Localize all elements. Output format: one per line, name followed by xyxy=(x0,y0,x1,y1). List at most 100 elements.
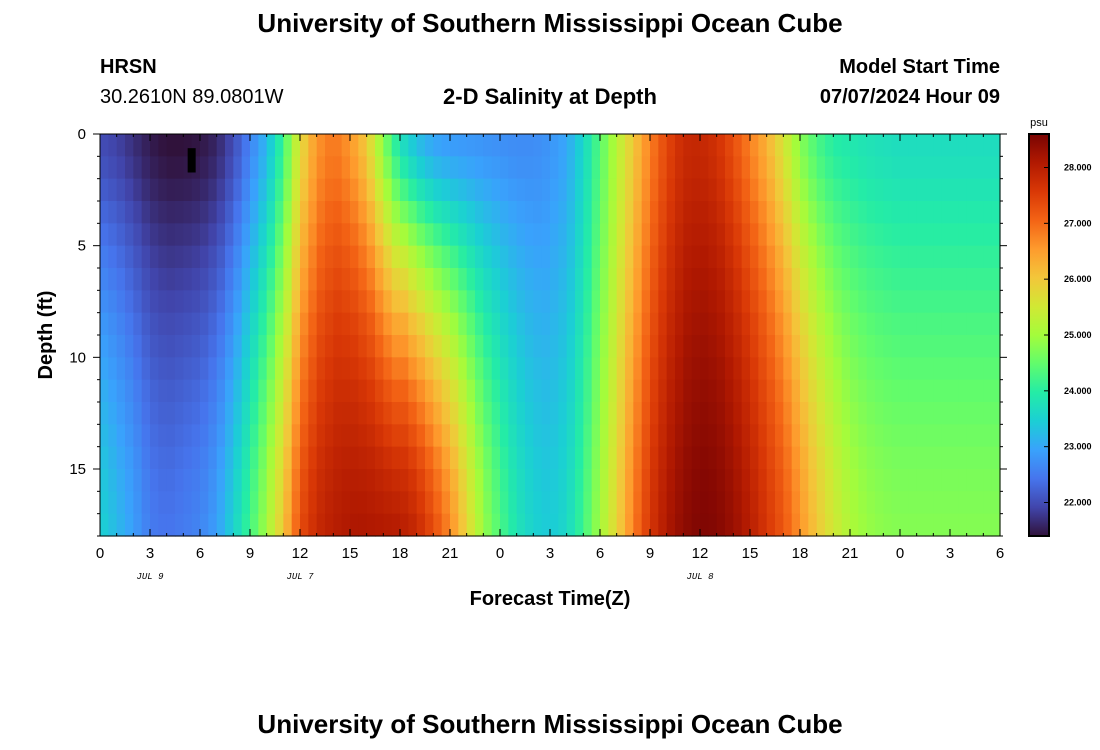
heatmap-cell xyxy=(108,335,118,358)
heatmap-cell xyxy=(858,201,868,224)
heatmap-cell xyxy=(408,223,418,247)
heatmap-cell xyxy=(558,513,568,537)
heatmap-cell xyxy=(508,357,518,381)
heatmap-cell xyxy=(441,134,451,157)
heatmap-cell xyxy=(583,245,593,269)
heatmap-cell xyxy=(316,491,326,515)
heatmap-cell xyxy=(341,134,351,157)
heatmap-cell xyxy=(983,268,993,291)
heatmap-cell xyxy=(400,223,409,247)
heatmap-cell xyxy=(166,156,176,180)
heatmap-cell xyxy=(341,178,351,202)
heatmap-cell xyxy=(591,201,601,224)
heatmap-cell xyxy=(908,268,918,291)
x-tick-label: 15 xyxy=(742,545,759,562)
heatmap-cell xyxy=(858,446,868,470)
heatmap-cell xyxy=(425,178,434,202)
heatmap-cell xyxy=(125,469,134,492)
heatmap-cell xyxy=(250,469,259,492)
heatmap-cell xyxy=(425,491,434,515)
heatmap-cell xyxy=(850,402,859,425)
heatmap-cell xyxy=(683,469,693,492)
heatmap-cell xyxy=(875,178,884,202)
heatmap-cell xyxy=(375,312,384,336)
heatmap-cell xyxy=(283,268,293,291)
heatmap-cell xyxy=(375,357,384,381)
heatmap-cell xyxy=(808,201,818,224)
heatmap-cell xyxy=(383,290,393,314)
heatmap-cell xyxy=(725,424,734,448)
heatmap-cell xyxy=(183,513,193,537)
heatmap-cell xyxy=(666,178,676,202)
heatmap-cell xyxy=(108,446,118,470)
heatmap-cell xyxy=(941,357,951,381)
heatmap-cell xyxy=(600,312,609,336)
heatmap-cell xyxy=(900,513,909,537)
heatmap-cell xyxy=(550,290,559,314)
heatmap-cell xyxy=(975,379,984,403)
heatmap-cell xyxy=(650,268,659,291)
heatmap-cell xyxy=(841,245,851,269)
heatmap-cell xyxy=(483,446,493,470)
heatmap-cell xyxy=(716,446,726,470)
heatmap-cells xyxy=(100,134,1001,537)
heatmap-cell xyxy=(600,491,609,515)
heatmap-cell xyxy=(625,134,634,157)
heatmap-cell xyxy=(941,379,951,403)
heatmap-cell xyxy=(141,379,151,403)
heatmap-cell xyxy=(283,134,293,157)
heatmap-cell xyxy=(516,379,526,403)
heatmap-cell xyxy=(200,134,209,157)
heatmap-cell xyxy=(325,245,334,269)
heatmap-cell xyxy=(558,379,568,403)
heatmap-cell xyxy=(233,134,243,157)
heatmap-cell xyxy=(608,491,618,515)
heatmap-cell xyxy=(883,357,893,381)
heatmap-cell xyxy=(750,290,759,314)
heatmap-cell xyxy=(750,402,759,425)
heatmap-cell xyxy=(508,268,518,291)
heatmap-cell xyxy=(550,268,559,291)
heatmap-cell xyxy=(450,156,459,180)
heatmap-cell xyxy=(733,424,743,448)
heatmap-cell xyxy=(175,223,184,247)
heatmap-cell xyxy=(158,402,168,425)
y-tick-label: 15 xyxy=(69,461,86,478)
heatmap-cell xyxy=(908,290,918,314)
heatmap-cell xyxy=(558,134,568,157)
heatmap-cell xyxy=(841,513,851,537)
heatmap-cell xyxy=(100,201,109,224)
heatmap-cell xyxy=(575,312,584,336)
heatmap-cell xyxy=(683,290,693,314)
heatmap-cell xyxy=(941,245,951,269)
heatmap-cell xyxy=(433,357,443,381)
heatmap-cell xyxy=(900,268,909,291)
heatmap-cell xyxy=(408,156,418,180)
heatmap-cell xyxy=(116,290,126,314)
heatmap-cell xyxy=(400,245,409,269)
x-tick-label: 12 xyxy=(292,545,309,562)
heatmap-cell xyxy=(575,223,584,247)
heatmap-cell xyxy=(350,245,359,269)
heatmap-cell xyxy=(408,335,418,358)
heatmap-cell xyxy=(225,134,234,157)
heatmap-cell xyxy=(258,513,268,537)
heatmap-cell xyxy=(683,134,693,157)
heatmap-cell xyxy=(166,201,176,224)
heatmap-cell xyxy=(975,491,984,515)
heatmap-cell xyxy=(533,156,543,180)
heatmap-cell xyxy=(250,156,259,180)
heatmap-cell xyxy=(758,424,768,448)
x-tick-label: 6 xyxy=(596,545,604,562)
heatmap-cell xyxy=(258,469,268,492)
heatmap-cell xyxy=(950,156,959,180)
heatmap-cell xyxy=(291,357,301,381)
x-tick-label: 6 xyxy=(196,545,204,562)
heatmap-cell xyxy=(666,357,676,381)
heatmap-cell xyxy=(233,245,243,269)
heatmap-cell xyxy=(700,379,709,403)
heatmap-cell xyxy=(125,290,134,314)
heatmap-cell xyxy=(241,178,251,202)
heatmap-cell xyxy=(358,156,368,180)
heatmap-cell xyxy=(633,469,643,492)
